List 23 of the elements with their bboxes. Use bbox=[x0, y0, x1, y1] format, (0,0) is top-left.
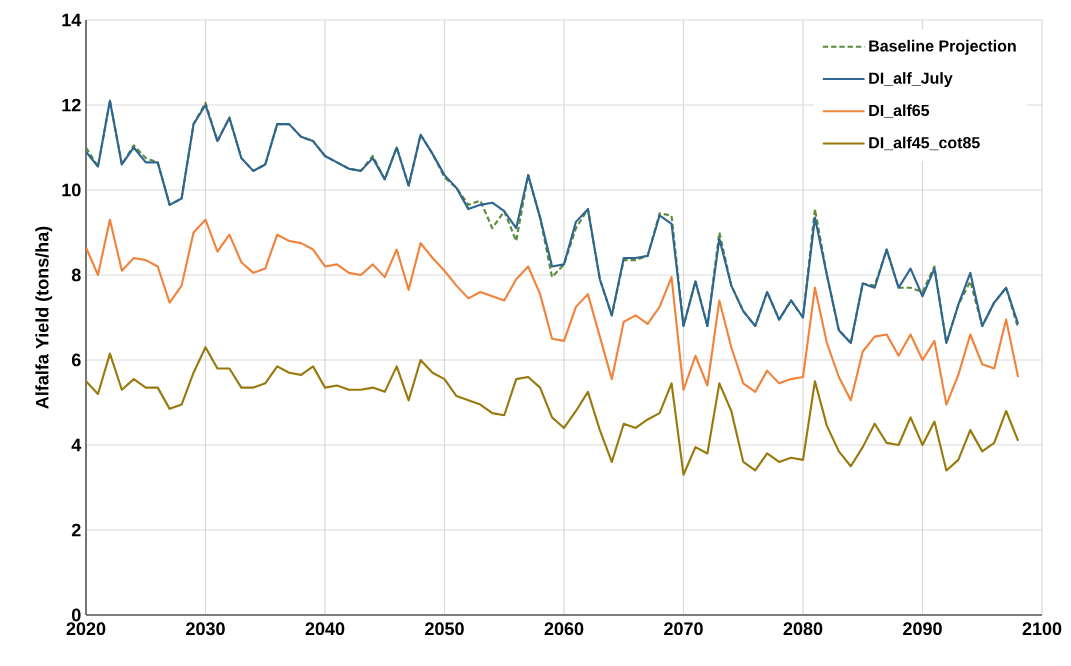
y-tick-label: 4 bbox=[71, 438, 82, 452]
y-tick-label: 8 bbox=[71, 268, 81, 282]
y-tick-label: 14 bbox=[62, 13, 82, 27]
x-tick-label: 2040 bbox=[305, 622, 345, 636]
y-axis-title: Alfalfa Yield (tons/ha) bbox=[35, 226, 53, 409]
legend-label: DI_alf_July bbox=[869, 72, 953, 88]
x-tick-label: 2020 bbox=[66, 622, 106, 636]
x-tick-label: 2030 bbox=[186, 622, 225, 636]
x-tick-label: 2060 bbox=[544, 622, 584, 636]
x-tick-label: 2090 bbox=[903, 622, 942, 636]
y-tick-label: 2 bbox=[71, 523, 81, 537]
legend-label: DI_alf45_cot85 bbox=[869, 136, 980, 151]
x-tick-label: 2050 bbox=[425, 622, 464, 636]
y-tick-label: 6 bbox=[71, 353, 81, 367]
x-tick-label: 2080 bbox=[783, 622, 823, 636]
y-tick-label: 10 bbox=[62, 183, 81, 197]
line-series bbox=[86, 99, 1020, 345]
y-tick-label: 12 bbox=[62, 98, 81, 112]
x-tick-label: 2070 bbox=[664, 622, 703, 636]
legend-label: DI_alf65 bbox=[869, 104, 930, 118]
legend-label: Baseline Projection bbox=[869, 39, 1016, 55]
y-tick-label: 0 bbox=[71, 608, 81, 622]
x-tick-label: 2100 bbox=[1022, 622, 1062, 636]
